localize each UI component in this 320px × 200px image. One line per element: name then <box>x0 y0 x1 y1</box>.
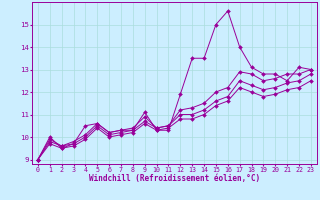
X-axis label: Windchill (Refroidissement éolien,°C): Windchill (Refroidissement éolien,°C) <box>89 174 260 183</box>
